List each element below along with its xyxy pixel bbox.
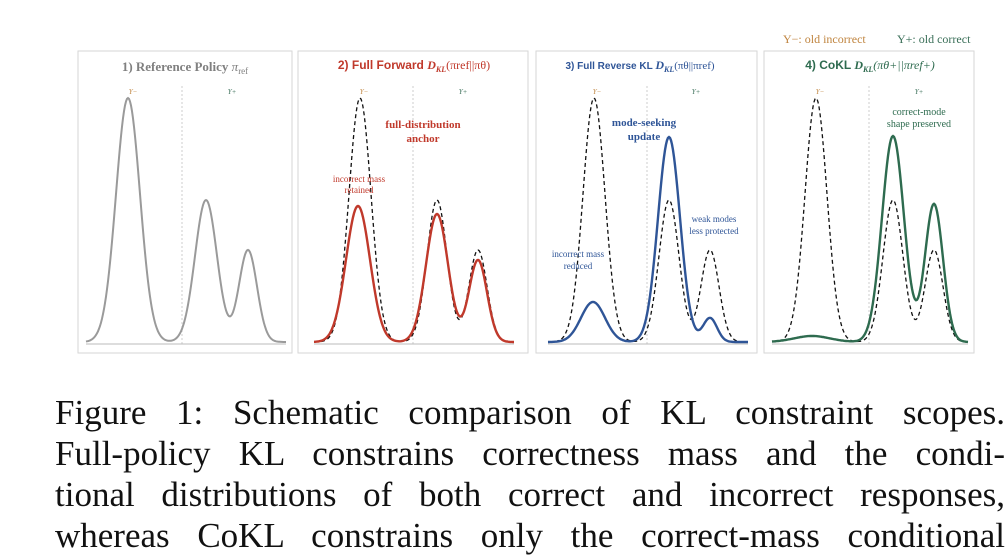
panel-3-title: 3) Full Reverse KL DKL(πθ||πref) xyxy=(565,58,714,74)
panel-1-label-neg: Y− xyxy=(129,88,138,96)
caption-line-1: Figure 1: Schematic comparison of KL con… xyxy=(55,393,1005,432)
panel-2-annotation-retained: incorrect mass retained xyxy=(333,174,386,195)
panel-1-ref-curve xyxy=(85,96,286,343)
panel-3-label-pos: Y+ xyxy=(692,88,701,96)
panel-2-annotation-anchor: full-distribution anchor xyxy=(385,119,460,145)
legend-incorrect: Y−: old incorrect xyxy=(783,32,866,46)
panel-4-label-pos: Y+ xyxy=(915,88,924,96)
panel-cokl: 4) CoKL DKL(πθ+||πref+) Y− Y+ correct-mo… xyxy=(763,50,975,354)
figure: Y−: old incorrect Y+: old correct 1) Ref… xyxy=(77,32,975,354)
panel-3-annotation-mass-reduced: incorrect mass reduced xyxy=(552,249,605,271)
panel-4-title: 4) CoKL DKL(πθ+||πref+) xyxy=(805,58,935,74)
caption-line-3: tional distributions of both correct and… xyxy=(55,475,1005,514)
panel-3-label-neg: Y− xyxy=(593,88,602,96)
panel-reference-policy: 1) Reference Policy πref Y− Y+ xyxy=(77,50,293,354)
panel-4-policy-curve xyxy=(771,134,969,344)
panel-4-annotation-shape-preserved: correct-mode shape preserved xyxy=(887,107,951,130)
panel-2-title: 2) Full Forward DKL(πref||πθ) xyxy=(338,58,490,74)
panel-full-forward: 2) Full Forward DKL(πref||πθ) Y− Y+ full… xyxy=(297,50,529,354)
panel-3-ref-curve xyxy=(547,97,748,343)
panel-1-label-pos: Y+ xyxy=(228,88,237,96)
panel-2-label-neg: Y− xyxy=(360,88,369,96)
panel-1-title: 1) Reference Policy πref xyxy=(122,59,248,76)
panel-3-annotation-weak-modes: weak modes less protected xyxy=(689,214,739,236)
panel-full-reverse: 3) Full Reverse KL DKL(πθ||πref) Y− Y+ m… xyxy=(535,50,758,354)
legend-correct: Y+: old correct xyxy=(897,32,971,46)
panel-2-policy-curve xyxy=(314,204,514,344)
panel-4-ref-curve xyxy=(772,97,968,343)
figure-caption: Figure 1: Schematic comparison of KL con… xyxy=(55,392,1005,556)
panel-2-label-pos: Y+ xyxy=(459,88,468,96)
panel-4-label-neg: Y− xyxy=(816,88,825,96)
panel-3-annotation-mode-seeking: mode-seeking update xyxy=(612,117,677,143)
panel-3-policy-curve xyxy=(548,135,748,344)
caption-line-2: Full-policy KL constrains correctness ma… xyxy=(55,434,1005,473)
